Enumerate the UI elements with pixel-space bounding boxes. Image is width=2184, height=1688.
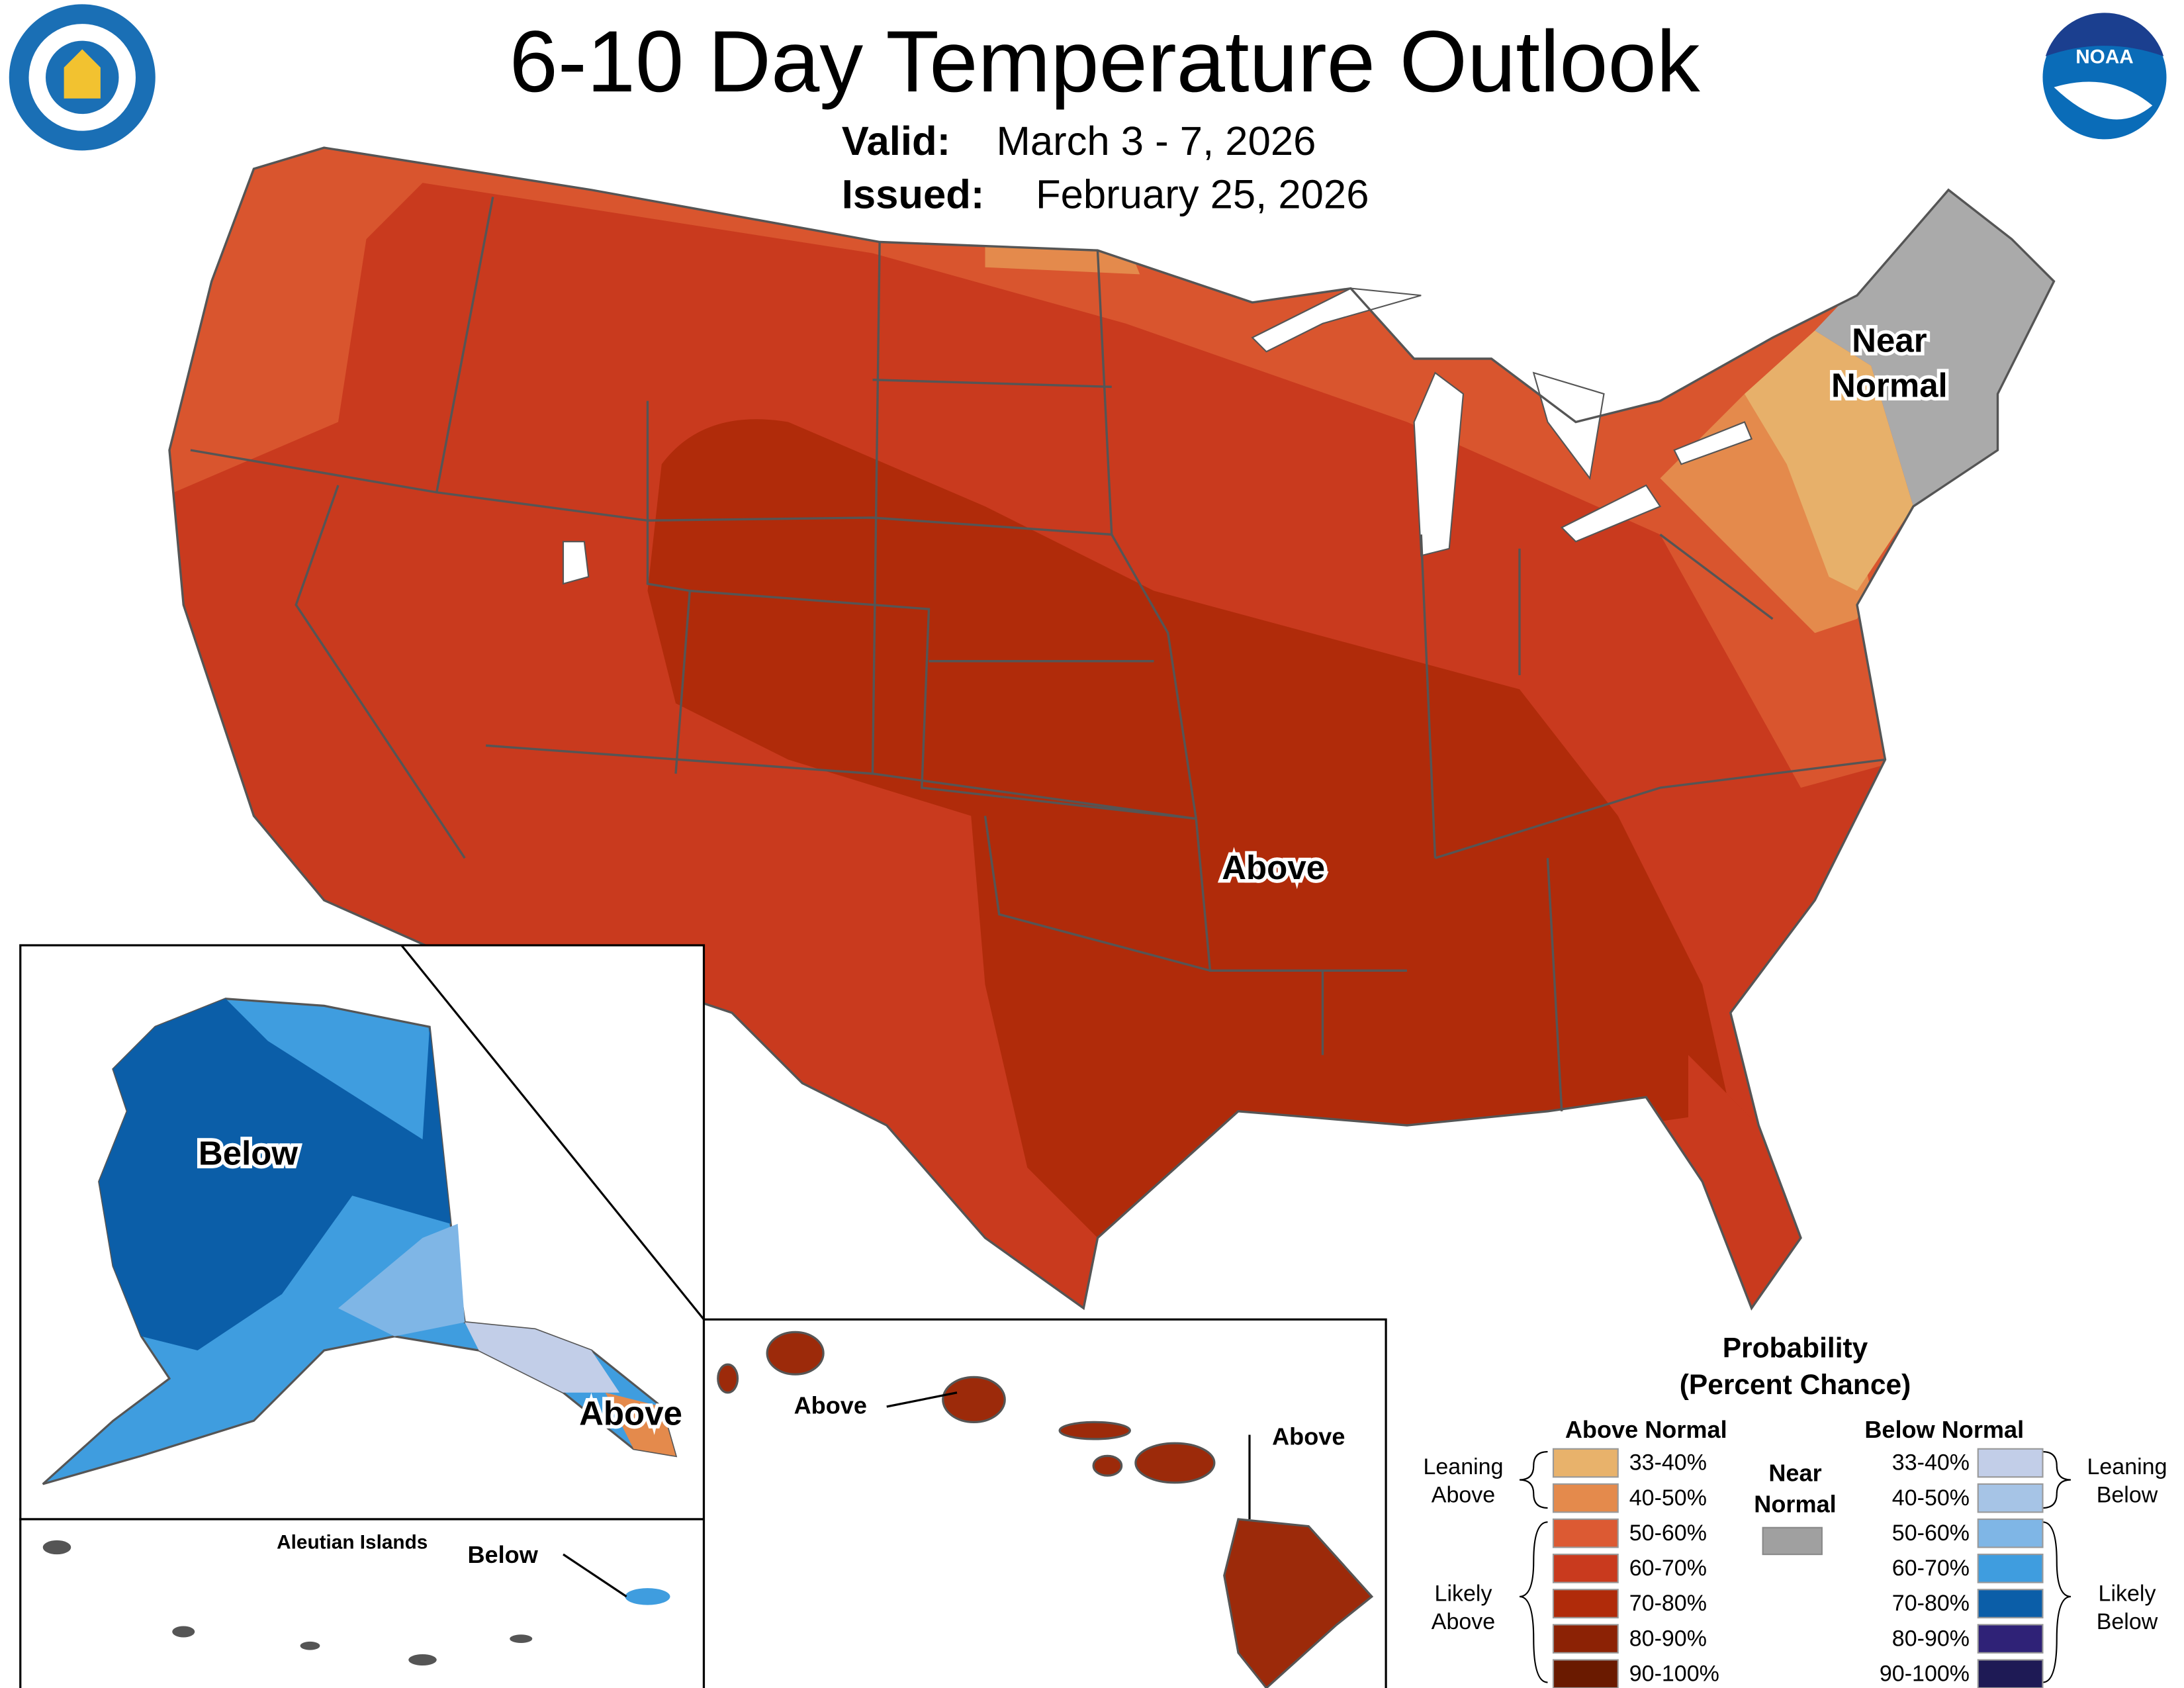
map-label: Aleutian Islands [277,1532,428,1554]
likely-above-70-80 [647,419,1731,1238]
hawaii-inset [702,1318,1387,1688]
lake-michigan [1413,371,1465,557]
legend-swatch [1552,1448,1619,1478]
legend-swatch [1977,1589,2044,1618]
valid-label: Valid: [842,118,950,164]
map-label: Near [1852,321,1927,359]
inset-connector [400,944,705,1321]
valid-dates: March 3 - 7, 2026 [997,118,1316,164]
map-label: Above [794,1392,867,1419]
great-salt-lake [562,541,590,585]
legend-bin: 90-100% [1880,1661,1970,1686]
legend-group: Leaning [1423,1454,1503,1479]
legend-swatch [1977,1518,2044,1548]
aleutian-islands [42,1540,670,1665]
legend-near: Near [1768,1460,1821,1487]
legend-swatches: 33-40% 40-50% 50-60% 60-70% 70-80% 80-90% 90-1… [1552,1448,2044,1688]
commerce-seal [9,4,156,151]
legend-bin: 80-90% [1629,1626,1707,1651]
legend-bin: 80-90% [1892,1626,1970,1651]
legend-swatch [1552,1624,1619,1654]
lake-huron [1532,371,1605,481]
legend-bin: 33-40% [1629,1450,1707,1476]
noaa-text: NOAA [2075,46,2134,68]
legend-swatch [1762,1526,1823,1556]
header: 6-10 Day Temperature Outlook Valid: Marc… [9,4,2167,217]
map-label: Below [467,1541,538,1568]
legend-bin: 90-100% [1629,1661,1719,1686]
legend-bin: 60-70% [1892,1556,1970,1581]
legend-bin: 60-70% [1629,1556,1707,1581]
alaska-50-60 [338,1223,465,1336]
legend-swatch [1552,1518,1619,1548]
legend-title: (Percent Chance) [1680,1370,1911,1401]
hawaii-pointers [886,1391,1251,1519]
legend-braces [1519,1450,2071,1683]
legend-swatch [1552,1554,1619,1583]
aleutian-pointer [563,1553,627,1598]
lake-ontario [1673,421,1753,465]
noaa-logo: NOAA [2042,13,2167,140]
legend-near: Normal [1754,1490,1836,1517]
likely-above-60-70 [1688,1055,1801,1309]
issued-label: Issued: [842,172,985,218]
legend-group: Leaning [2087,1454,2167,1479]
legend-group: Below [2097,1483,2158,1508]
legend-swatch [1977,1448,2044,1478]
legend-swatch [1977,1659,2044,1688]
legend-bin: 40-50% [1629,1485,1707,1511]
alaska-33-40-below [465,1322,619,1393]
map-labels: Above Near Normal Below Above Aleutian I… [195,318,1951,1568]
map-label: Above [1222,849,1325,886]
legend-header: Below Normal [1864,1416,2024,1443]
alaska-40-50-above [605,1392,676,1456]
lake-erie [1560,484,1662,543]
legend-group: Above [1432,1609,1495,1634]
legend-swatch [1552,1589,1619,1618]
legend-group: Above [1432,1483,1495,1508]
legend-swatch [1977,1554,2044,1583]
legend-swatch [1977,1483,2044,1513]
great-lakes [562,287,1753,585]
legend-bin: 70-80% [1629,1591,1707,1616]
legend-title: Probability [1723,1333,1868,1364]
map-label: Above [1272,1423,1345,1450]
legend-bin: 50-60% [1629,1521,1707,1546]
hawaii-islands [717,1331,1374,1688]
legend: Probability (Percent Chance) Above Norma… [1423,1333,2167,1688]
title: 6-10 Day Temperature Outlook [510,13,1701,110]
aleutian-box [19,1518,705,1688]
leaning-above-40-50 [985,239,1872,633]
legend-bin: 33-40% [1892,1450,1970,1476]
lake-superior [1251,287,1422,353]
legend-swatch [1552,1483,1619,1513]
legend-group: Below [2097,1609,2158,1634]
map-label: Normal [1831,366,1948,404]
legend-swatch [1977,1624,2044,1654]
legend-group: Likely [1435,1581,1492,1606]
legend-bin: 50-60% [1892,1521,1970,1546]
legend-header: Above Normal [1565,1416,1727,1443]
issued-date: February 25, 2026 [1036,172,1369,218]
state-lines [190,197,1886,1111]
leaning-above-33-40 [1745,330,1913,591]
legend-bin: 40-50% [1892,1485,1970,1511]
map-label: Below [199,1135,298,1172]
alaska-inset [19,944,705,1688]
map-label: Above [579,1395,682,1432]
legend-group: Likely [2099,1581,2156,1606]
alaska-70-80 [99,998,451,1350]
legend-bin: 70-80% [1892,1591,1970,1616]
legend-swatch [1552,1659,1619,1688]
